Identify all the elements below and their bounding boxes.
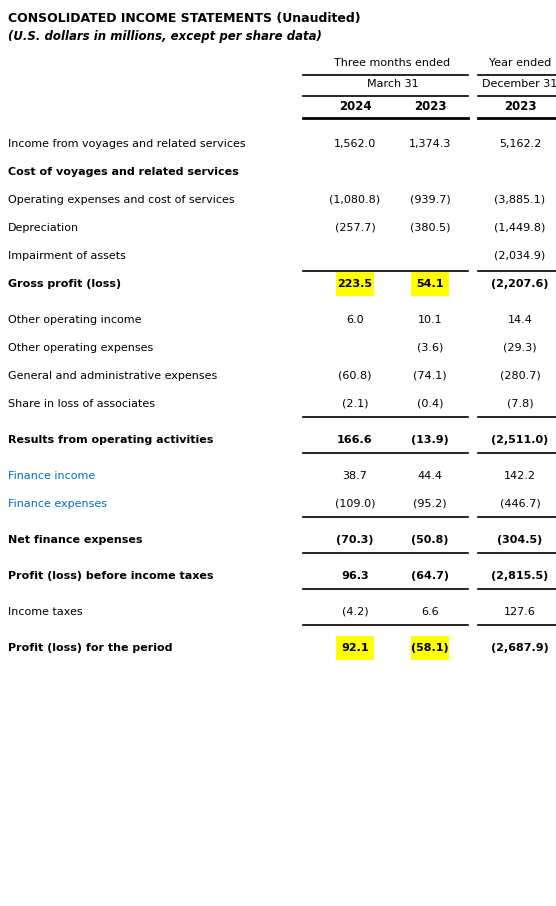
Text: December 31: December 31: [483, 79, 556, 89]
Text: 1,562.0: 1,562.0: [334, 139, 376, 149]
Text: Impairment of assets: Impairment of assets: [8, 251, 126, 261]
Text: (446.7): (446.7): [500, 499, 540, 509]
Text: 38.7: 38.7: [342, 471, 368, 481]
Text: (58.1): (58.1): [411, 643, 449, 653]
Text: (50.8): (50.8): [411, 535, 449, 545]
Text: (4.2): (4.2): [342, 607, 368, 617]
Text: (0.4): (0.4): [417, 399, 443, 409]
Text: (60.8): (60.8): [338, 371, 372, 381]
Text: Year ended: Year ended: [489, 58, 551, 68]
Text: Three months ended: Three months ended: [335, 58, 450, 68]
Text: 2023: 2023: [504, 100, 536, 113]
Text: Results from operating activities: Results from operating activities: [8, 435, 214, 445]
Text: (13.9): (13.9): [411, 435, 449, 445]
Text: 92.1: 92.1: [341, 643, 369, 653]
Text: 127.6: 127.6: [504, 607, 536, 617]
Text: 1,374.3: 1,374.3: [409, 139, 451, 149]
Bar: [411, 272, 449, 296]
Text: 2023: 2023: [414, 100, 446, 113]
Text: 223.5: 223.5: [337, 279, 373, 289]
Text: (939.7): (939.7): [410, 195, 450, 205]
Text: 142.2: 142.2: [504, 471, 536, 481]
Text: (7.8): (7.8): [507, 399, 533, 409]
Text: (380.5): (380.5): [410, 223, 450, 233]
Text: Net finance expenses: Net finance expenses: [8, 535, 142, 545]
Text: (2,815.5): (2,815.5): [492, 571, 549, 581]
Text: CONSOLIDATED INCOME STATEMENTS (Unaudited): CONSOLIDATED INCOME STATEMENTS (Unaudite…: [8, 12, 361, 25]
Text: (U.S. dollars in millions, except per share data): (U.S. dollars in millions, except per sh…: [8, 30, 322, 43]
Text: (2,687.9): (2,687.9): [491, 643, 549, 653]
Bar: [411, 636, 449, 660]
Text: Other operating income: Other operating income: [8, 315, 141, 325]
Text: 96.3: 96.3: [341, 571, 369, 581]
Text: (1,449.8): (1,449.8): [494, 223, 545, 233]
Text: 6.0: 6.0: [346, 315, 364, 325]
Text: General and administrative expenses: General and administrative expenses: [8, 371, 217, 381]
Text: (2.1): (2.1): [342, 399, 368, 409]
Text: (280.7): (280.7): [500, 371, 540, 381]
Text: 54.1: 54.1: [416, 279, 444, 289]
Text: Profit (loss) for the period: Profit (loss) for the period: [8, 643, 172, 653]
Bar: [336, 272, 374, 296]
Text: (29.3): (29.3): [503, 343, 537, 353]
Text: (2,034.9): (2,034.9): [494, 251, 545, 261]
Text: (1,080.8): (1,080.8): [330, 195, 380, 205]
Text: (95.2): (95.2): [413, 499, 447, 509]
Text: (2,511.0): (2,511.0): [492, 435, 549, 445]
Text: Operating expenses and cost of services: Operating expenses and cost of services: [8, 195, 235, 205]
Text: Gross profit (loss): Gross profit (loss): [8, 279, 121, 289]
Text: Finance income: Finance income: [8, 471, 95, 481]
Text: (3.6): (3.6): [417, 343, 443, 353]
Text: 44.4: 44.4: [418, 471, 443, 481]
Text: 10.1: 10.1: [418, 315, 443, 325]
Text: 6.6: 6.6: [421, 607, 439, 617]
Text: Profit (loss) before income taxes: Profit (loss) before income taxes: [8, 571, 214, 581]
Text: 14.4: 14.4: [508, 315, 533, 325]
Text: Other operating expenses: Other operating expenses: [8, 343, 153, 353]
Text: Cost of voyages and related services: Cost of voyages and related services: [8, 167, 239, 177]
Text: Share in loss of associates: Share in loss of associates: [8, 399, 155, 409]
Text: (257.7): (257.7): [335, 223, 375, 233]
Bar: [336, 636, 374, 660]
Text: Finance expenses: Finance expenses: [8, 499, 107, 509]
Text: 166.6: 166.6: [337, 435, 373, 445]
Text: 2024: 2024: [339, 100, 371, 113]
Text: (70.3): (70.3): [336, 535, 374, 545]
Text: (2,207.6): (2,207.6): [492, 279, 549, 289]
Text: March 31: March 31: [367, 79, 418, 89]
Text: Income from voyages and related services: Income from voyages and related services: [8, 139, 246, 149]
Text: (109.0): (109.0): [335, 499, 375, 509]
Text: (3,885.1): (3,885.1): [494, 195, 545, 205]
Text: Income taxes: Income taxes: [8, 607, 83, 617]
Text: (64.7): (64.7): [411, 571, 449, 581]
Text: (74.1): (74.1): [413, 371, 447, 381]
Text: 5,162.2: 5,162.2: [499, 139, 541, 149]
Text: Depreciation: Depreciation: [8, 223, 79, 233]
Text: (304.5): (304.5): [498, 535, 543, 545]
